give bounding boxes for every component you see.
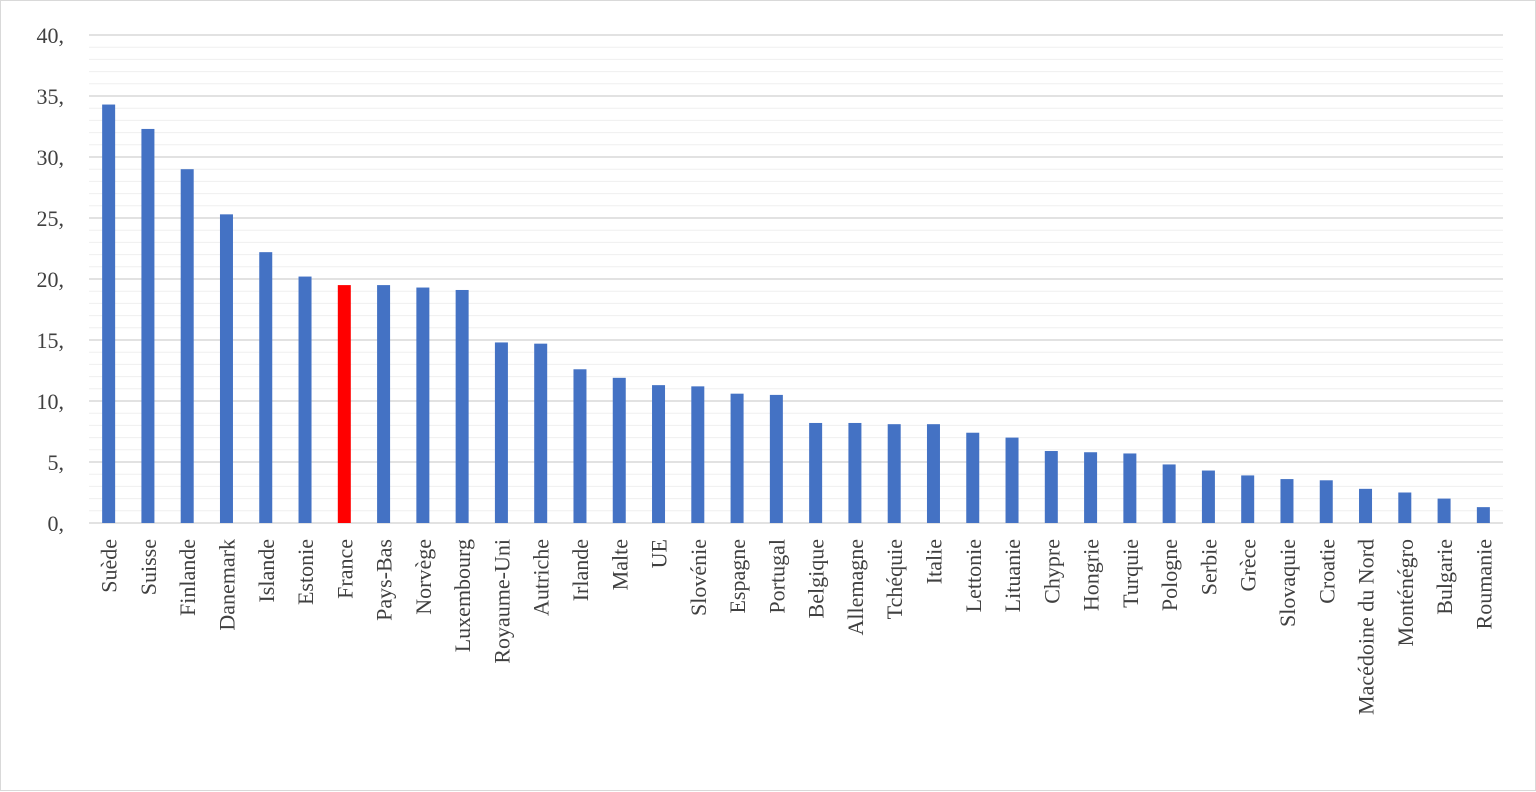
x-category-label: Malte bbox=[607, 539, 632, 590]
y-tick-label: 20, bbox=[37, 267, 65, 292]
x-category-label: France bbox=[332, 539, 357, 599]
bar-su-de bbox=[102, 104, 116, 523]
bar-italie bbox=[926, 424, 940, 523]
y-tick-label: 15, bbox=[37, 328, 65, 353]
gridlines bbox=[89, 34, 1503, 524]
bars bbox=[102, 104, 1490, 523]
x-category-label: Slovénie bbox=[686, 539, 711, 616]
bar-irlande bbox=[573, 369, 587, 523]
bar-ue bbox=[652, 385, 666, 523]
y-tick-label: 30, bbox=[37, 145, 65, 170]
bar-lituanie bbox=[1005, 437, 1019, 523]
x-category-label: Allemagne bbox=[843, 539, 868, 636]
x-category-label: Italie bbox=[921, 539, 946, 584]
x-category-label: Macédoine du Nord bbox=[1354, 539, 1379, 715]
x-category-label: Irlande bbox=[568, 539, 593, 601]
bar-belgique bbox=[809, 422, 823, 523]
x-category-label: Slovaquie bbox=[1275, 539, 1300, 627]
x-category-label: Estonie bbox=[293, 539, 318, 605]
y-tick-label: 40, bbox=[37, 23, 65, 48]
x-category-label: UE bbox=[647, 539, 672, 568]
bar-norv-ge bbox=[416, 287, 430, 523]
x-category-label: Espagne bbox=[725, 539, 750, 614]
bar-mont-n-gro bbox=[1398, 492, 1412, 523]
bar-portugal bbox=[769, 394, 783, 523]
x-category-label: Lettonie bbox=[961, 539, 986, 612]
bar-royaume-uni bbox=[494, 342, 508, 523]
y-tick-label: 5, bbox=[48, 450, 65, 475]
bar-luxembourg bbox=[455, 289, 469, 523]
bar-danemark bbox=[219, 214, 233, 523]
x-category-label: Norvège bbox=[411, 539, 436, 615]
x-category-label: Suisse bbox=[136, 539, 161, 595]
bar-turquie bbox=[1123, 453, 1137, 523]
y-axis-tick-labels: 0, 5, 10, 15, 20, 25, 30, 35, 40, bbox=[37, 23, 65, 536]
x-category-label: Chypre bbox=[1039, 539, 1064, 604]
bar-pologne bbox=[1162, 464, 1176, 523]
bar-estonie bbox=[298, 276, 312, 523]
bar-roumanie bbox=[1476, 507, 1490, 523]
x-category-label: Lituanie bbox=[1000, 539, 1025, 612]
bar-slovaquie bbox=[1280, 479, 1294, 523]
x-category-label: Pays-Bas bbox=[372, 539, 397, 621]
x-category-label: Roumanie bbox=[1471, 539, 1496, 629]
bar-finlande bbox=[180, 169, 194, 523]
x-category-label: Monténégro bbox=[1393, 539, 1418, 647]
y-tick-label: 10, bbox=[37, 389, 65, 414]
x-category-label: Croatie bbox=[1314, 539, 1339, 604]
bar-espagne bbox=[730, 393, 744, 523]
x-category-label: Portugal bbox=[764, 539, 789, 614]
x-category-label: Serbie bbox=[1196, 539, 1221, 595]
bar-islande bbox=[259, 252, 273, 523]
bar-serbie bbox=[1201, 470, 1215, 523]
x-category-label: Tchéquie bbox=[882, 539, 907, 619]
x-category-label: Autriche bbox=[529, 539, 554, 616]
bar-bulgarie bbox=[1437, 498, 1451, 523]
y-tick-label: 0, bbox=[48, 511, 65, 536]
y-tick-label: 25, bbox=[37, 206, 65, 231]
x-category-label: Belgique bbox=[804, 539, 829, 618]
bar-pays-bas bbox=[377, 285, 391, 523]
bar-france bbox=[337, 285, 351, 523]
x-category-label: Bulgarie bbox=[1432, 539, 1457, 615]
bar-lettonie bbox=[966, 432, 980, 523]
x-category-label: Suède bbox=[97, 539, 122, 593]
x-category-label: Finlande bbox=[175, 539, 200, 616]
x-category-label: Turquie bbox=[1118, 539, 1143, 608]
x-category-label: Islande bbox=[254, 539, 279, 603]
bar-autriche bbox=[534, 343, 548, 523]
x-axis-category-labels: Suède Suisse Finlande Danemark Islande Estoni… bbox=[97, 539, 1497, 715]
bar-allemagne bbox=[848, 422, 862, 523]
x-category-label: Grèce bbox=[1236, 539, 1261, 592]
bar-gr-ce bbox=[1241, 475, 1255, 523]
x-category-label: Royaume-Uni bbox=[489, 539, 514, 664]
bar-croatie bbox=[1319, 480, 1333, 523]
x-category-label: Danemark bbox=[214, 539, 239, 631]
bar-tch-quie bbox=[887, 424, 901, 523]
x-category-label: Pologne bbox=[1157, 539, 1182, 611]
bar-chypre bbox=[1044, 451, 1058, 523]
bar-malte bbox=[612, 377, 626, 523]
bar-suisse bbox=[141, 128, 155, 523]
y-tick-label: 35, bbox=[37, 84, 65, 109]
x-category-label: Luxembourg bbox=[450, 539, 475, 652]
bar-mac-doine-du-nord bbox=[1359, 488, 1373, 523]
x-category-label: Hongrie bbox=[1079, 539, 1104, 611]
bar-slov-nie bbox=[691, 386, 705, 523]
bar-hongrie bbox=[1084, 452, 1098, 523]
